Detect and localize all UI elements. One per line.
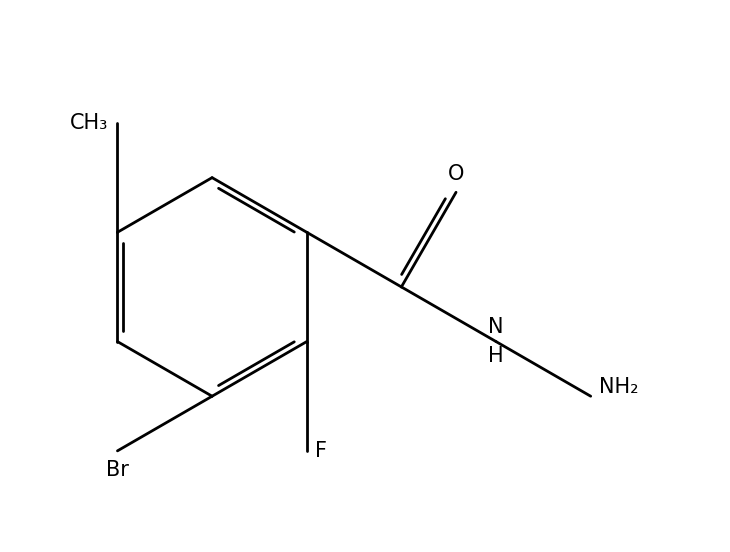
- Text: F: F: [315, 441, 328, 461]
- Text: H: H: [488, 346, 504, 366]
- Text: N: N: [488, 317, 504, 337]
- Text: NH₂: NH₂: [599, 378, 639, 397]
- Text: O: O: [447, 163, 464, 183]
- Text: CH₃: CH₃: [70, 113, 109, 133]
- Text: Br: Br: [106, 460, 129, 480]
